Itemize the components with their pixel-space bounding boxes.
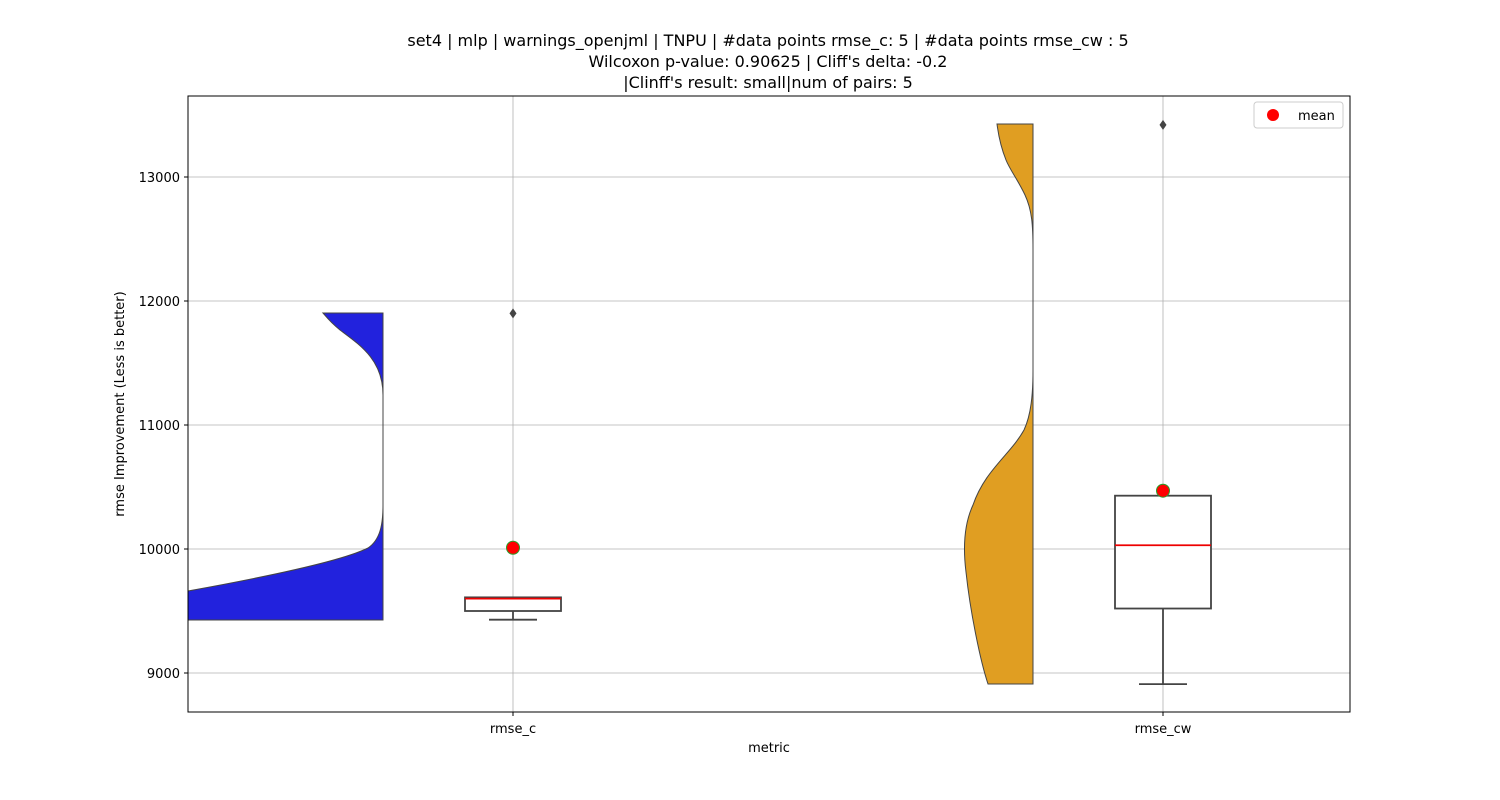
- x-tick-label: rmse_c: [490, 722, 536, 737]
- legend-box: [1253, 101, 1344, 129]
- y-axis-label: rmse Improvement (Less is better): [113, 291, 128, 516]
- violin-rmse_c: [187, 312, 384, 621]
- plot-frame: [187, 95, 1351, 713]
- x-axis-label: metric: [748, 741, 790, 756]
- chart-title-line-2: Wilcoxon p-value: 0.90625 | Cliff's delt…: [589, 52, 948, 71]
- chart-title-line-1: set4 | mlp | warnings_openjml | TNPU | #…: [407, 31, 1128, 51]
- y-tick-label: 11000: [139, 419, 180, 434]
- y-tick-label: 12000: [139, 295, 180, 310]
- boxplots: [464, 494, 1212, 686]
- box-rmse_cw: [1114, 494, 1212, 610]
- y-ticks: 9000 10000 11000 12000 13000: [139, 171, 188, 682]
- y-tick-label: 9000: [147, 667, 180, 682]
- chart-title-line-3: |Clinff's result: small|num of pairs: 5: [623, 73, 913, 92]
- mean-marker-rmse_cw: [1156, 483, 1170, 498]
- y-tick-label: 13000: [139, 171, 180, 186]
- y-tick-label: 10000: [139, 543, 180, 558]
- violins: [187, 123, 1034, 685]
- x-tick-label: rmse_cw: [1135, 722, 1192, 737]
- legend: mean: [1253, 101, 1344, 129]
- outlier-marker-rmse_c: [509, 308, 517, 319]
- legend-mean-marker: [1267, 109, 1279, 121]
- outlier-marker-rmse_cw: [1159, 119, 1167, 130]
- mean-marker-rmse_c: [506, 540, 520, 555]
- violin-rmse_cw: [963, 123, 1034, 685]
- legend-label: mean: [1298, 109, 1335, 124]
- x-ticks: rmse_c rmse_cw: [490, 712, 1192, 737]
- box-rmse_c: [464, 596, 562, 612]
- markers: [506, 119, 1170, 555]
